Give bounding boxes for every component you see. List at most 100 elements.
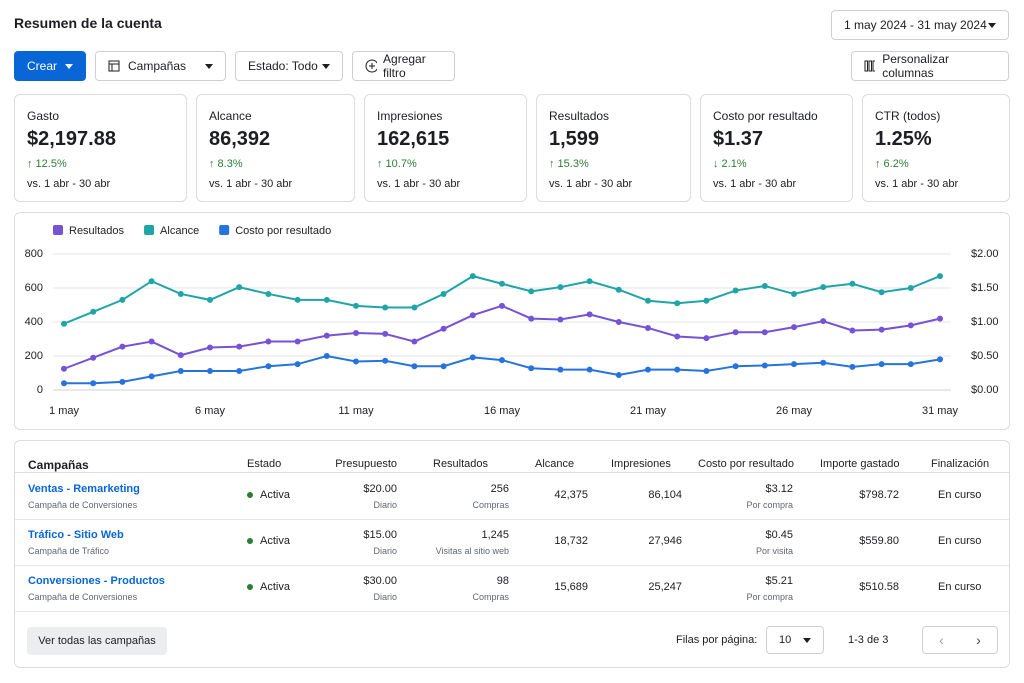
impressions: 27,946	[648, 535, 682, 547]
y2-tick-label: $1.50	[971, 282, 999, 294]
column-header: Finalización	[931, 458, 990, 470]
campaign-name[interactable]: Ventas - Remarketing	[28, 483, 140, 495]
add-filter[interactable]: Agregar filtro	[352, 51, 455, 81]
row-divider	[15, 565, 1009, 566]
data-point	[411, 363, 418, 370]
data-point	[61, 380, 67, 387]
y-tick-label: 800	[25, 248, 43, 260]
data-point	[878, 326, 885, 333]
prev-page[interactable]: ‹	[939, 632, 944, 648]
x-tick-label: 1 may	[49, 405, 79, 417]
kpi-value: $2,197.88	[27, 128, 116, 150]
data-point	[557, 316, 564, 323]
data-point	[265, 290, 272, 297]
kpi-label: Alcance	[209, 109, 252, 123]
data-point	[177, 367, 184, 374]
data-point	[791, 290, 797, 297]
budget-label: Diario	[373, 592, 397, 602]
data-point	[761, 329, 768, 336]
data-point	[615, 372, 622, 379]
customize-text: Personalizar columnas	[882, 52, 949, 80]
campaigns-text: Campañas	[128, 59, 187, 73]
caret	[988, 22, 996, 28]
data-point	[557, 366, 564, 373]
customize-columns[interactable]: Personalizar columnas	[851, 51, 1009, 81]
data-point	[820, 359, 827, 366]
data-point	[382, 330, 389, 337]
table-icon	[108, 60, 120, 72]
data-point	[528, 365, 535, 372]
data-point	[119, 378, 126, 385]
data-point	[937, 273, 943, 280]
page-title: Resumen de la cuenta	[14, 15, 162, 31]
caret	[322, 63, 330, 69]
campaign-name[interactable]: Tráfico - Sitio Web	[28, 529, 124, 541]
data-point	[236, 343, 243, 350]
status-filter[interactable]: Estado: Todo	[235, 51, 343, 81]
data-point	[148, 278, 155, 285]
data-point	[353, 302, 359, 309]
spent: $798.72	[859, 489, 899, 501]
chart: 0 200 400 600 800 $0.00 $0.50 $1.00 $1.50 $2.00 1 …	[25, 225, 999, 417]
cost: $5.21	[765, 575, 793, 587]
column-header: Resultados	[433, 458, 489, 470]
status: Activa	[260, 489, 290, 501]
next-page[interactable]: ›	[976, 632, 981, 648]
data-point	[90, 380, 97, 387]
data-point	[791, 361, 797, 368]
kpi-compare: vs. 1 abr - 30 abr	[713, 178, 797, 190]
impressions: 25,247	[648, 581, 682, 593]
caret	[65, 63, 73, 69]
data-point	[90, 308, 97, 315]
cost-label: Por visita	[755, 546, 793, 556]
end: En curso	[938, 581, 982, 593]
data-point	[586, 366, 593, 373]
create-button[interactable]: Crear	[14, 51, 86, 81]
row-divider	[15, 611, 1009, 612]
status-dot	[247, 584, 253, 590]
view-all-button[interactable]: Ver todas las campañas	[27, 627, 167, 655]
kpi-change: ↑ 15.3%	[549, 158, 589, 170]
page-size-dropdown[interactable]: 10	[766, 626, 824, 654]
data-point	[528, 288, 535, 295]
data-point	[323, 332, 330, 339]
data-point	[148, 338, 155, 345]
kpi-card: CTR (todos) 1.25% ↑ 6.2% vs. 1 abr - 30 abr	[862, 94, 1010, 202]
data-point	[703, 297, 710, 304]
y2-tick-label: $1.00	[971, 316, 999, 328]
pagination: ‹ ›	[922, 626, 998, 654]
campaign-type: Campaña de Tráfico	[28, 546, 110, 556]
data-point	[586, 311, 593, 318]
data-point	[382, 357, 389, 364]
data-point	[878, 361, 885, 368]
plus-icon	[365, 59, 378, 73]
data-point	[557, 284, 564, 291]
legend-swatch	[219, 225, 230, 235]
results: 256	[490, 483, 509, 495]
kpi-compare: vs. 1 abr - 30 abr	[27, 178, 111, 190]
table-title: Campañas	[28, 458, 89, 472]
kpi-card: Costo por resultado $1.37 ↓ 2.1% vs. 1 abr …	[700, 94, 853, 202]
data-point	[761, 282, 768, 289]
kpi-change: ↓ 2.1%	[713, 158, 747, 170]
page-range: 1-3 de 3	[848, 634, 889, 646]
data-point	[90, 354, 97, 361]
kpi-change: ↑ 12.5%	[27, 158, 67, 170]
kpi-value: 1.25%	[875, 128, 932, 150]
data-point	[119, 343, 126, 350]
x-tick-label: 26 may	[776, 405, 813, 417]
data-point	[469, 312, 476, 319]
reach: 18,732	[554, 535, 588, 547]
data-point	[732, 287, 739, 294]
campaign-name[interactable]: Conversiones - Productos	[28, 575, 165, 587]
spent: $559.80	[859, 535, 899, 547]
create-text: Crear	[27, 59, 58, 73]
campaigns-dropdown[interactable]: Campañas	[95, 51, 226, 81]
date-range[interactable]: 1 may 2024 - 31 may 2024	[831, 10, 1009, 40]
status-dot	[247, 538, 253, 544]
data-point	[294, 296, 301, 303]
kpi-compare: vs. 1 abr - 30 abr	[377, 178, 461, 190]
legend-label: Resultados	[69, 225, 125, 237]
legend-swatch	[53, 225, 63, 235]
data-point	[207, 344, 213, 351]
